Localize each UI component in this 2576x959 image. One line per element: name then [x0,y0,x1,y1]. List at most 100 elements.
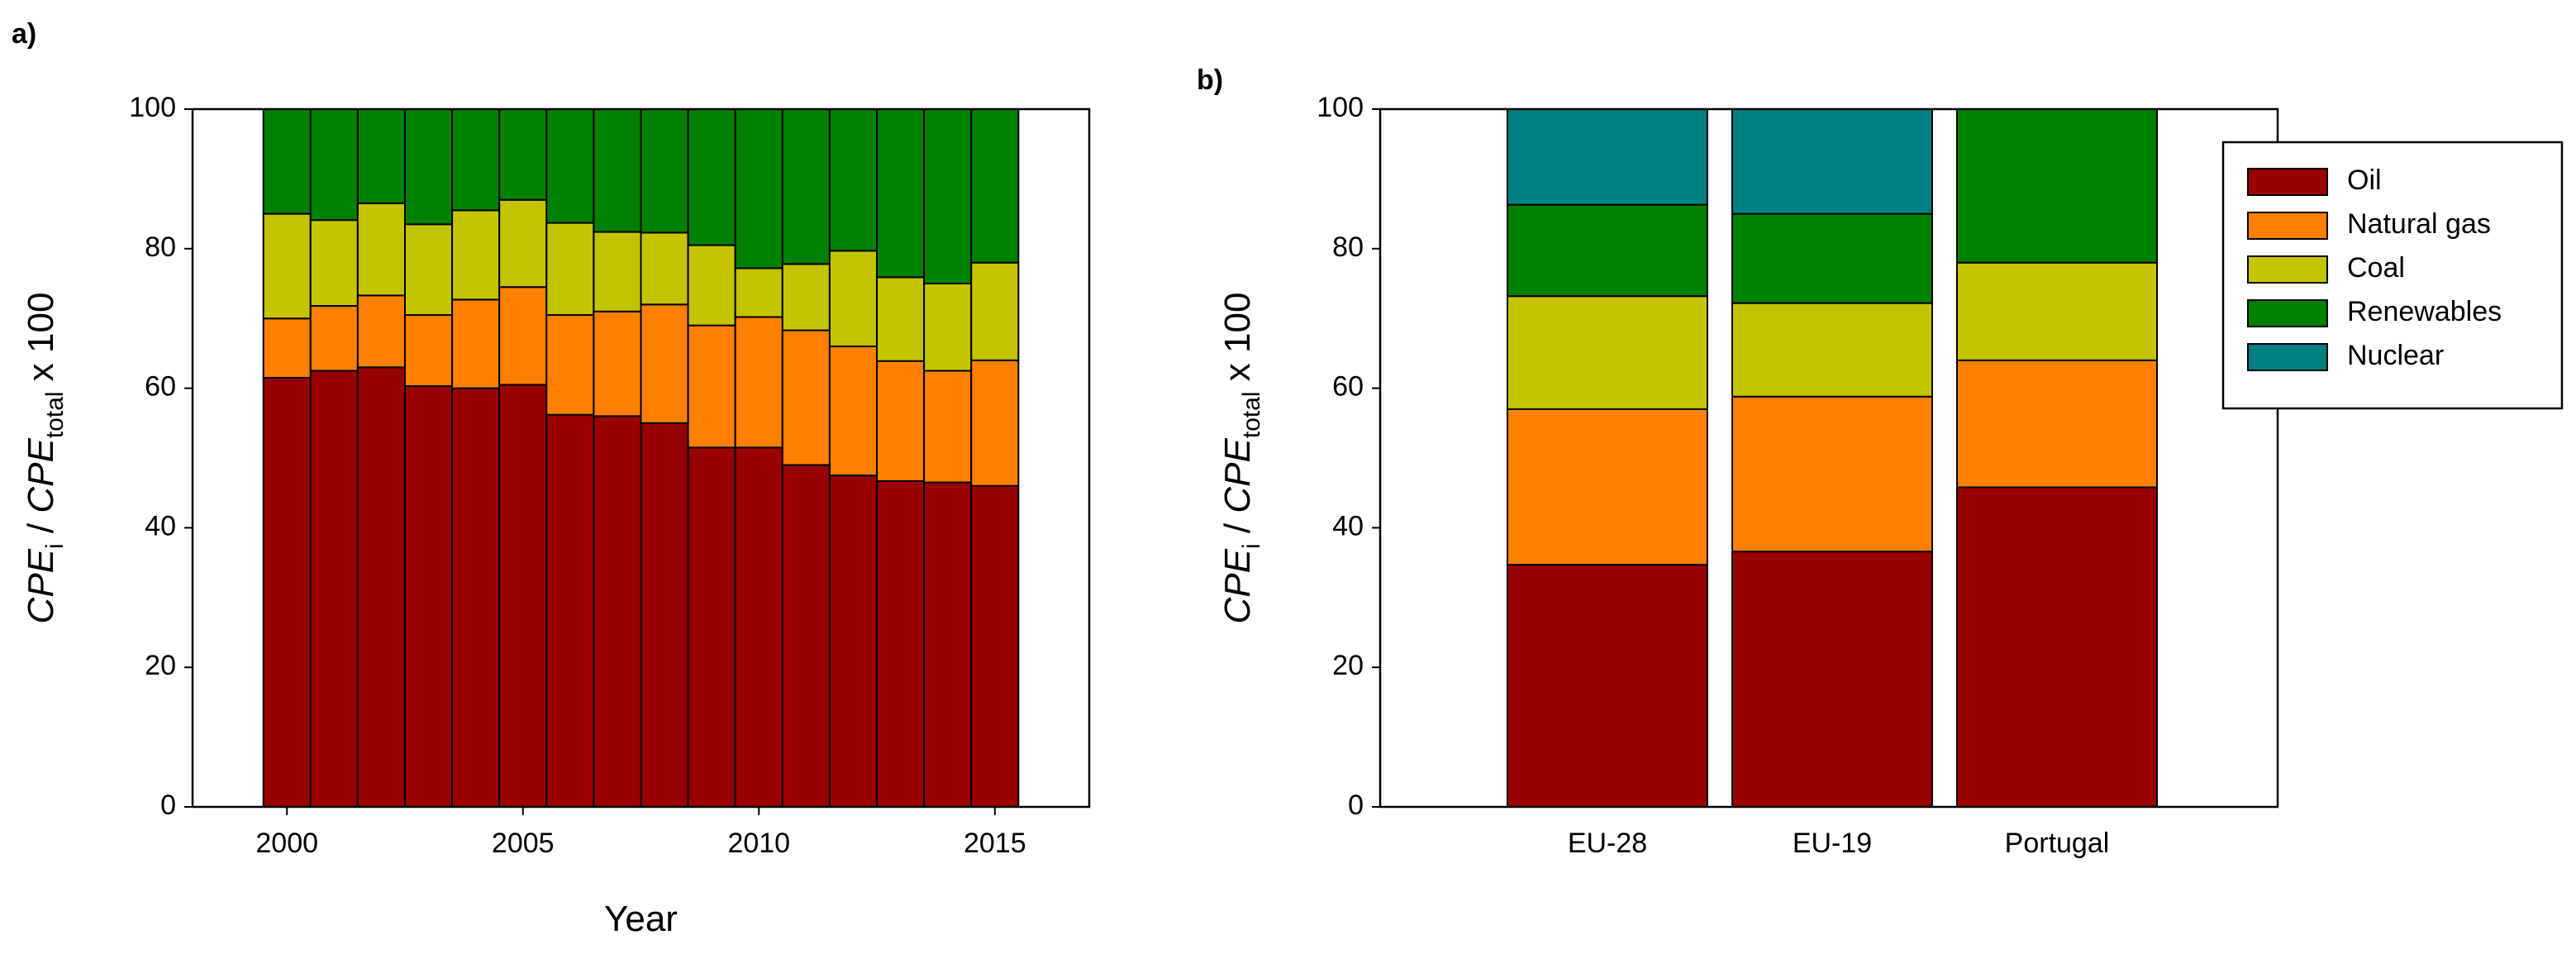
bar-segment-oil [356,366,406,808]
bar-segment-coal [356,202,406,297]
bar-segment-coal [781,263,831,332]
bar-segment-natural-gas [734,316,783,449]
bar-segment-renewables [403,108,454,226]
legend-label: Coal [2347,252,2405,284]
bar-segment-coal [1956,261,2158,361]
bar-segment-natural-gas [640,303,689,424]
bar-segment-coal [262,212,312,320]
y-axis-title-base: CPE [1217,548,1258,623]
bar-segment-renewables [640,108,689,234]
bar-segment-oil [1956,486,2158,808]
bar-segment-renewables [451,108,501,212]
bar-segment-natural-gas [970,359,1020,487]
y-axis-title-sub-num: i [41,543,69,549]
bar-segment-natural-gas [262,317,312,379]
x-axis-title: Year [604,899,678,939]
x-tick-label: 2015 [964,828,1026,859]
plot-frame [1378,107,2279,809]
y-tick-label: 20 [145,650,176,681]
plot-frame [191,107,1091,809]
y-axis-title-sep: / [1217,513,1258,544]
bar-segment-oil [1507,564,1708,809]
y-tick-label: 60 [145,371,176,403]
bar-segment-oil [970,484,1020,808]
bar-segment-renewables [1507,203,1708,298]
y-tick-label: 80 [145,231,176,263]
bar-segment-oil [687,446,736,809]
bar-segment-natural-gas [403,313,454,388]
bar-segment-renewables [309,108,359,222]
bar-segment-oil [262,376,312,808]
y-tick-label: 80 [1332,231,1364,263]
bar-segment-oil [593,415,642,808]
bar-segment-oil [734,446,783,809]
bar-segment-oil [1731,551,1933,808]
y-axis-title-base: CPE [21,548,61,623]
bar-segment-oil [876,480,926,808]
x-category-label-eu-19: EU-19 [1793,828,1872,859]
y-axis-title-suffix: x 100 [1217,293,1258,392]
y-tick-label: 40 [1332,510,1364,542]
legend-item-natural-gas: Natural gas [2247,208,2491,240]
bar-segment-coal [734,267,783,318]
bar-segment-renewables [545,108,595,224]
legend: Oil Natural gas Coal Renewables Nuclear [2221,141,2564,410]
panel-label: b) [1197,64,1223,96]
bar-segment-renewables [593,108,642,233]
bar-segment-coal [1731,302,1933,398]
bar-segment-coal [498,198,548,289]
bar-segment-natural-gas [876,360,926,482]
y-axis-title: CPEi / CPEtotal x 100 [1217,293,1266,624]
bar-segment-oil [828,475,879,808]
bar-segment-oil [545,413,595,808]
bar-segment-oil [781,464,831,808]
y-axis-title-base2: CPE [21,437,61,513]
bar-segment-coal [876,276,926,362]
bar-segment-coal [970,261,1020,361]
y-tick-label: 60 [1332,371,1364,403]
bar-segment-natural-gas [451,298,501,389]
bar-segment-natural-gas [593,310,642,417]
bar-segment-coal [451,209,501,301]
bar-segment-nuclear [1507,108,1708,206]
bar-segment-natural-gas [1731,395,1933,553]
bar-segment-coal [687,244,736,327]
bar-segment-renewables [970,108,1020,264]
bar-segment-natural-gas [828,345,879,477]
legend-label: Oil [2347,165,2382,196]
bar-segment-renewables [1731,212,1933,304]
bar-segment-renewables [828,108,879,252]
y-tick-label: 40 [145,510,176,542]
bar-segment-coal [1507,295,1708,410]
bar-segment-natural-gas [309,305,359,372]
bar-segment-natural-gas [545,313,595,416]
y-axis-title-sub-den: total [1238,391,1265,438]
bar-segment-coal [593,231,642,313]
x-tick-label: 2005 [492,828,555,859]
legend-swatch [2247,299,2328,327]
x-tick-label: 2000 [255,828,318,859]
bar-segment-coal [640,231,689,306]
bar-segment-natural-gas [1507,408,1708,566]
y-axis-title-sub-num: i [1238,543,1265,549]
bar-segment-coal [923,283,973,372]
bar-segment-coal [828,250,879,347]
bar-segment-renewables [262,108,312,215]
bar-segment-renewables [1956,108,2158,264]
legend-swatch [2247,212,2328,240]
bar-segment-renewables [876,108,926,279]
bar-segment-renewables [687,108,736,246]
legend-item-oil: Oil [2247,165,2382,196]
bar-segment-renewables [356,108,406,204]
bar-segment-coal [403,223,454,316]
bar-segment-natural-gas [923,370,973,484]
y-tick-label: 0 [160,790,176,821]
legend-item-coal: Coal [2247,252,2405,284]
bar-segment-coal [309,219,359,308]
y-axis-title-suffix: x 100 [21,293,61,392]
legend-label: Renewables [2347,296,2502,327]
bar-segment-natural-gas [781,329,831,466]
